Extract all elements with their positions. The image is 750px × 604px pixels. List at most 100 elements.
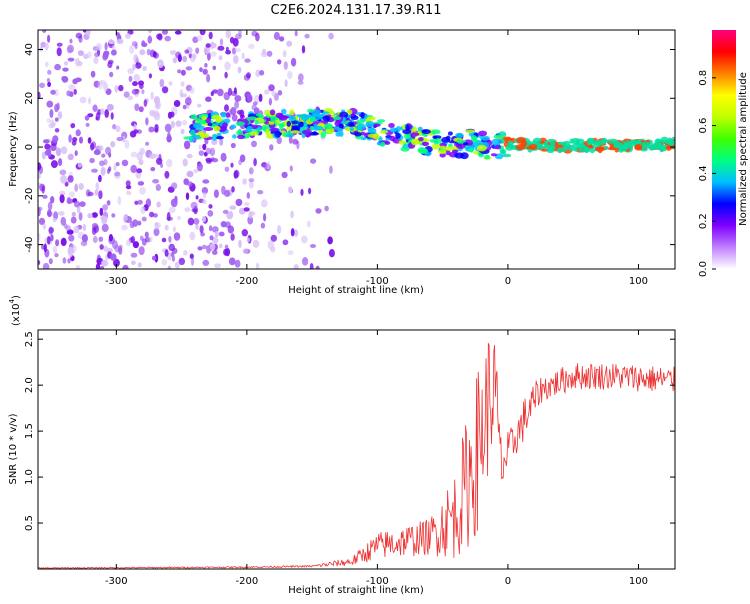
- ridge-blob: [261, 124, 267, 131]
- noise-dot: [174, 30, 182, 35]
- noise-dot: [258, 93, 263, 102]
- ridge-blob: [268, 121, 275, 125]
- noise-dot: [110, 141, 116, 148]
- noise-dot: [278, 36, 285, 42]
- ridge-blob: [418, 137, 424, 142]
- noise-dot: [164, 224, 169, 231]
- noise-dot: [309, 244, 317, 248]
- ridge-blob: [322, 115, 331, 122]
- noise-dot: [153, 213, 158, 218]
- ridge-blob: [254, 119, 259, 125]
- ridge-blob: [356, 119, 365, 124]
- noise-dot: [164, 123, 172, 133]
- ridge-blob: [665, 145, 672, 151]
- ridge-blob: [309, 125, 314, 131]
- noise-dot: [50, 160, 58, 169]
- noise-dot: [224, 244, 229, 250]
- noise-dot: [208, 31, 213, 40]
- noise-dot: [98, 236, 104, 242]
- ridge-blob: [309, 116, 316, 123]
- noise-dot: [171, 182, 178, 190]
- noise-dot: [54, 63, 61, 71]
- noise-dot: [283, 61, 288, 70]
- noise-dot: [149, 211, 155, 218]
- noise-dot: [183, 250, 188, 256]
- noise-dot: [83, 53, 89, 60]
- noise-dot: [92, 104, 98, 112]
- noise-dot: [47, 148, 52, 158]
- noise-dot: [56, 102, 60, 111]
- ridge-blob: [249, 131, 259, 136]
- noise-dot: [235, 198, 243, 207]
- noise-dot: [234, 259, 241, 268]
- noise-dot: [224, 71, 228, 79]
- ridge-blob: [347, 121, 355, 127]
- noise-dot: [57, 211, 65, 216]
- noise-dot: [190, 257, 195, 266]
- noise-dot: [102, 82, 109, 91]
- noise-dot: [81, 234, 88, 243]
- noise-dot: [93, 149, 101, 156]
- noise-dot: [42, 262, 50, 269]
- noise-dot: [315, 265, 320, 269]
- noise-dot: [112, 124, 117, 130]
- noise-dot: [109, 71, 114, 78]
- noise-dot: [263, 213, 267, 222]
- noise-dot: [68, 84, 76, 91]
- ridge-blob: [502, 136, 512, 141]
- noise-dot: [255, 32, 260, 42]
- ridge-blob: [480, 135, 490, 141]
- noise-dot: [77, 61, 83, 67]
- noise-dot: [167, 131, 171, 141]
- y-tick-label: -20: [24, 188, 35, 204]
- noise-dot: [47, 81, 51, 87]
- noise-dot: [304, 33, 310, 39]
- noise-dot: [100, 108, 105, 115]
- noise-dot: [67, 258, 71, 264]
- noise-dot: [168, 81, 173, 86]
- ridge-blob: [398, 140, 406, 145]
- noise-dot: [224, 61, 231, 71]
- noise-dot: [42, 194, 48, 199]
- ridge-blob: [563, 140, 571, 145]
- snr-x-ticks: -300 -200 -100 0 100: [105, 330, 648, 587]
- ridge-blob: [311, 131, 318, 135]
- noise-dot: [148, 73, 152, 79]
- ridge-blob: [447, 131, 453, 136]
- noise-dot: [269, 144, 274, 151]
- ridge-blob: [620, 143, 630, 151]
- noise-dot: [55, 147, 62, 157]
- y-tick-label: 0: [24, 144, 35, 150]
- noise-dot: [103, 158, 108, 166]
- ridge-blob: [451, 149, 459, 153]
- ridge-blob: [320, 131, 326, 138]
- noise-dot: [131, 88, 139, 95]
- noise-dot: [182, 55, 188, 63]
- noise-dot: [233, 55, 239, 64]
- noise-dot: [87, 191, 94, 197]
- noise-dot: [209, 147, 216, 157]
- noise-dot: [238, 239, 242, 248]
- ridge-blob: [515, 144, 526, 151]
- ridge-blob: [471, 135, 478, 141]
- noise-dot: [106, 103, 114, 111]
- noise-dot: [125, 33, 131, 39]
- noise-dot: [78, 183, 84, 190]
- noise-dot: [123, 215, 129, 221]
- noise-dot: [47, 34, 51, 43]
- noise-dot: [145, 117, 149, 126]
- colorbar-label: Normalized spectral amplitude: [738, 72, 749, 226]
- ridge-blob: [476, 144, 487, 152]
- noise-dot: [301, 235, 308, 244]
- ridge-blob: [412, 126, 418, 132]
- spectrogram-frame: [37, 29, 676, 270]
- noise-dot: [179, 89, 183, 98]
- noise-dot: [154, 128, 159, 133]
- noise-dot: [47, 69, 52, 75]
- ridge-blob: [338, 130, 344, 137]
- noise-dot: [39, 82, 46, 89]
- noise-dot: [101, 217, 108, 225]
- ridge-blob: [338, 123, 344, 129]
- noise-dot: [46, 100, 54, 108]
- noise-dot: [220, 152, 227, 162]
